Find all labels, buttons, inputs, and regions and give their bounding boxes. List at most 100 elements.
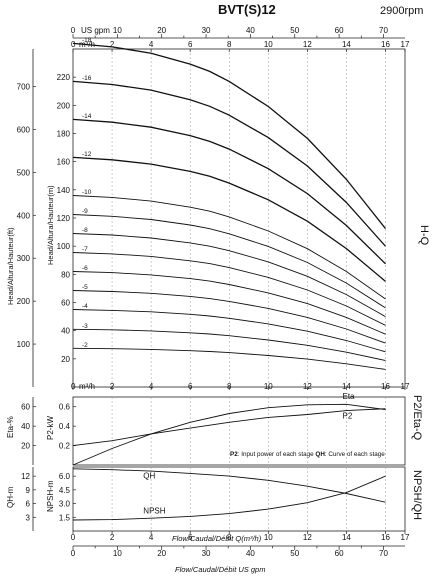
m3h-tick-label: 8 xyxy=(227,40,232,49)
head-ft-axis-title: Head/Altura/Hauteur(ft) xyxy=(6,227,15,305)
head-m-axis-title: Head/Altura/Hauteur(m) xyxy=(46,185,55,265)
speed-label: 2900rpm xyxy=(380,5,423,17)
p2-axis-title: P2-kW xyxy=(46,416,55,440)
p2-curve-label: P2 xyxy=(343,411,353,420)
m3h-tick-label: 8 xyxy=(227,533,232,542)
head-m-tick-label: 60 xyxy=(61,299,70,308)
eta-tick-label: 40 xyxy=(21,422,30,431)
hq-curve-label: -16 xyxy=(82,75,92,82)
qh-note-text: : Curve of each stage xyxy=(325,451,385,458)
flow-usgpm-title: Flow/Caudal/Débit US gpm xyxy=(175,565,265,574)
eta-curve-label: Eta xyxy=(343,392,356,401)
m3h-tick-label: 4 xyxy=(149,40,154,49)
usgpm-tick-label: 30 xyxy=(202,549,211,558)
hq-curve-stage-9 xyxy=(72,214,386,309)
head-ft-tick-label: 300 xyxy=(17,254,31,263)
npsh-tick-label: 1.5 xyxy=(59,513,71,522)
hq-curve-label: -9 xyxy=(82,208,88,215)
m3h-tick-label: 17 xyxy=(401,40,410,49)
head-m-tick-label: 140 xyxy=(57,186,71,195)
qhm-tick-label: 9 xyxy=(26,486,31,495)
m3h-tick-label: 17 xyxy=(401,533,410,542)
usgpm-tick-label: 20 xyxy=(157,549,166,558)
hq-curve-label: -4 xyxy=(82,303,88,310)
head-m-tick-label: 40 xyxy=(61,327,70,336)
p2-tick-label: 0.4 xyxy=(59,422,71,431)
p2eta-plot-frame xyxy=(72,396,406,466)
hq-curve-stage-7 xyxy=(72,252,386,326)
p2eta-side-label: P2/Eta-Q xyxy=(411,395,423,441)
head-ft-tick-label: 200 xyxy=(17,297,31,306)
m3h-tick-label: 0 xyxy=(71,40,76,49)
eta-axis-title: Eta-% xyxy=(6,416,15,438)
npshqh-side-label: NPSH/QH xyxy=(411,470,423,520)
npsh-axis-title: NPSH-m xyxy=(46,480,55,512)
m3h-tick-label: 16 xyxy=(381,382,390,391)
m3h-tick-label: 4 xyxy=(149,533,154,542)
hq-curve-label: -8 xyxy=(82,227,88,234)
m3h-tick-label: 6 xyxy=(188,382,193,391)
usgpm-tick-label: 10 xyxy=(113,549,122,558)
m3h-tick-label: 10 xyxy=(264,382,273,391)
npsh-tick-label: 3.0 xyxy=(59,500,71,509)
eta-tick-label: 60 xyxy=(21,403,30,412)
usgpm-tick-label: 70 xyxy=(379,26,388,35)
hq-curve-stage-6 xyxy=(72,271,386,335)
head-m-tick-label: 20 xyxy=(61,355,70,364)
qh-curve-label: QH xyxy=(143,471,155,480)
m3h-tick-label: 4 xyxy=(149,382,154,391)
npsh-curve-label: NPSH xyxy=(143,507,165,516)
hq-curve-label: -6 xyxy=(82,265,88,272)
p2-note-key: P2 xyxy=(230,451,238,458)
p2-tick-label: 0.2 xyxy=(59,442,71,451)
usgpm-unit-label: US gpm xyxy=(81,26,110,35)
usgpm-tick-label: 40 xyxy=(246,549,255,558)
head-ft-tick-label: 100 xyxy=(17,340,31,349)
hq-curve-stage-10 xyxy=(72,195,386,300)
head-ft-tick-label: 400 xyxy=(17,211,31,220)
head-m-tick-label: 200 xyxy=(57,101,71,110)
usgpm-tick-label: 40 xyxy=(246,26,255,35)
p2-tick-label: 0.6 xyxy=(59,403,71,412)
npsh-tick-label: 6.0 xyxy=(59,472,71,481)
usgpm-tick-label: 60 xyxy=(335,26,344,35)
hq-curve-label: -14 xyxy=(82,113,92,120)
eta-tick-label: 20 xyxy=(21,442,30,451)
hq-plot-frame xyxy=(72,48,406,388)
m3h-tick-label: 0 xyxy=(71,382,76,391)
usgpm-tick-label: 0 xyxy=(71,549,76,558)
m3h-tick-label: 12 xyxy=(303,533,312,542)
hq-curve-stage-4 xyxy=(72,309,386,353)
legend-note: P2: Input power of each stage QH: Curve … xyxy=(230,451,385,458)
p2-curve xyxy=(72,408,386,447)
hq-curve-label: -3 xyxy=(82,323,88,330)
head-m-tick-label: 220 xyxy=(57,73,71,82)
m3h-tick-label: 10 xyxy=(264,40,273,49)
head-m-tick-label: 100 xyxy=(57,242,71,251)
hq-curve-label: -12 xyxy=(82,151,92,158)
m3h-tick-label: 14 xyxy=(342,40,351,49)
head-m-tick-label: 80 xyxy=(61,270,70,279)
m3h-tick-label: 12 xyxy=(303,382,312,391)
usgpm-tick-label: 50 xyxy=(290,549,299,558)
m3h-tick-label: 0 xyxy=(71,533,76,542)
m3h-tick-label: 14 xyxy=(342,382,351,391)
head-ft-tick-label: 600 xyxy=(17,125,31,134)
m3h-tick-label: 12 xyxy=(303,40,312,49)
hq-curve-stage-14 xyxy=(72,118,386,265)
head-ft-tick-label: 700 xyxy=(17,83,31,92)
npsh-plot-frame xyxy=(72,466,406,532)
qhm-tick-label: 3 xyxy=(26,513,31,522)
m3h-tick-label: 8 xyxy=(227,382,232,391)
usgpm-tick-label: 10 xyxy=(113,26,122,35)
hq-curve-label: -5 xyxy=(82,284,88,291)
hq-curve-stage-18 xyxy=(72,42,387,230)
usgpm-tick-label: 30 xyxy=(202,26,211,35)
m3h-tick-label: 2 xyxy=(110,382,115,391)
hq-curve-label: -10 xyxy=(82,189,92,196)
qhm-tick-label: 6 xyxy=(26,500,31,509)
hq-curve-label: -18 xyxy=(82,37,92,44)
m3h-tick-label: 17 xyxy=(401,382,410,391)
